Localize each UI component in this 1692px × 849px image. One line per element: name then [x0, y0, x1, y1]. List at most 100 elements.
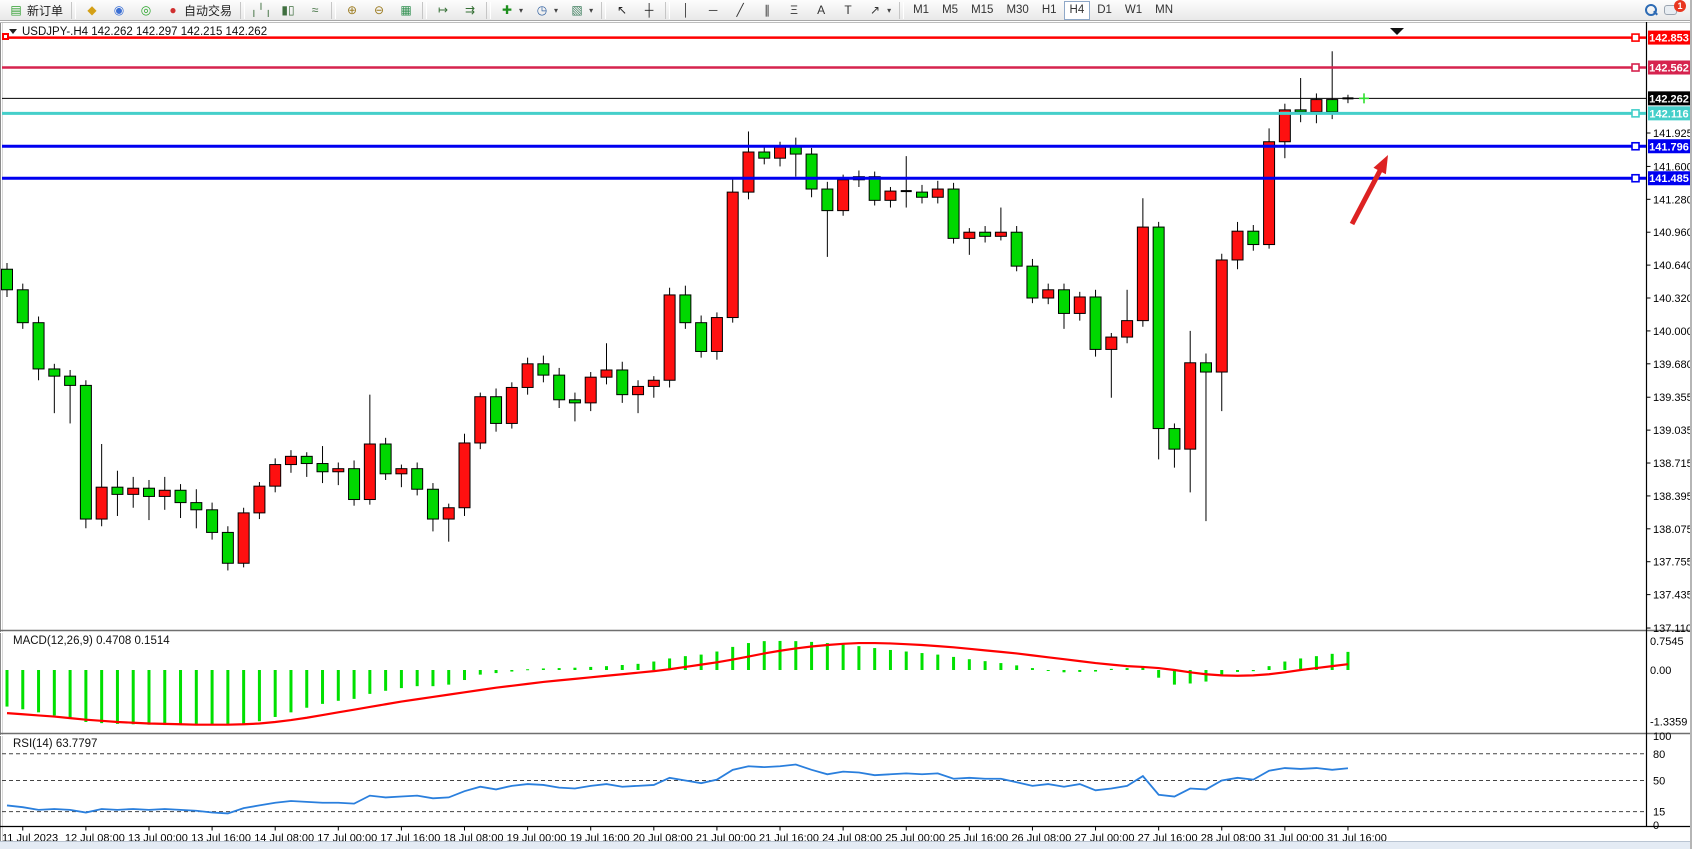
hline-left-handle[interactable] [2, 33, 9, 40]
svg-text:142.116: 142.116 [1649, 108, 1688, 120]
line-chart-icon[interactable]: ≈ [302, 1, 328, 20]
candlestick-chart-icon[interactable]: ▮▯ [275, 1, 301, 20]
svg-text:17 Jul 16:00: 17 Jul 16:00 [380, 833, 440, 842]
indicators-icon: ✚ [502, 3, 513, 17]
text-icon[interactable]: A [808, 1, 834, 20]
zoom-in-icon: ⊕ [347, 3, 358, 17]
chevron-down-icon[interactable]: ▾ [554, 5, 559, 15]
notifications-button[interactable]: 1 [1664, 0, 1686, 18]
timeframe-m5[interactable]: M5 [936, 1, 964, 20]
equidistant-channel-icon[interactable]: ∥ [754, 1, 780, 20]
cursor-icon[interactable]: ↖ [609, 1, 635, 20]
timeframe-h1[interactable]: H1 [1036, 1, 1063, 20]
autotrading-button[interactable]: ● 自动交易 [160, 1, 237, 20]
strategy-tester-icon[interactable]: ◉ [106, 1, 132, 20]
timeframe-h4[interactable]: H4 [1063, 0, 1091, 20]
svg-text:31 Jul 00:00: 31 Jul 00:00 [1264, 833, 1324, 842]
periods-icon: ◷ [536, 3, 548, 17]
zoom-in-icon[interactable]: ⊕ [339, 1, 365, 20]
timeframe-m1[interactable]: M1 [907, 1, 935, 20]
tile-windows-icon[interactable]: ▦ [393, 1, 419, 20]
svg-text:26 Jul 08:00: 26 Jul 08:00 [1011, 833, 1071, 842]
strategy-tester-icon: ◉ [113, 3, 125, 17]
pane-frame [0, 22, 1690, 841]
periods-icon[interactable]: ◷ ▾ [529, 1, 563, 20]
macd-pane [5, 640, 1350, 726]
notification-badge: 1 [1674, 0, 1686, 12]
svg-text:11 Jul 2023: 11 Jul 2023 [2, 833, 58, 842]
arrows-tool-icon[interactable]: ↗ ▾ [862, 1, 896, 20]
svg-text:142.262: 142.262 [1649, 93, 1689, 105]
templates-icon: ▧ [571, 3, 583, 17]
crosshair-icon[interactable]: ┼ [636, 1, 662, 20]
svg-text:100: 100 [1653, 731, 1671, 743]
chevron-down-icon[interactable]: ▾ [589, 5, 594, 15]
timeframe-mn[interactable]: MN [1149, 1, 1179, 20]
red-arrow [1349, 161, 1387, 226]
fibonacci-icon[interactable]: Ξ [781, 1, 807, 20]
rsi-indicator-label: RSI(14) 63.7797 [13, 738, 98, 750]
svg-text:21 Jul 16:00: 21 Jul 16:00 [759, 833, 819, 842]
status-bar [0, 841, 1690, 849]
new-order-icon: ▤ [10, 3, 22, 17]
rsi-pane [6, 763, 1349, 815]
macd-axis: 0.7545 0.00 -1.3359 [1650, 636, 1687, 728]
svg-text:141.796: 141.796 [1649, 141, 1689, 153]
signals-icon[interactable]: ◎ [133, 1, 159, 20]
line-chart-icon: ≈ [311, 3, 319, 17]
svg-text:0.00: 0.00 [1650, 665, 1671, 677]
candlestick-chart-icon: ▮▯ [281, 3, 295, 17]
search-button[interactable] [1639, 1, 1663, 20]
svg-text:141.925: 141.925 [1653, 128, 1692, 140]
hline-objects: 142.853 142.562 142.116 141.796 141.485 142.2… [2, 30, 1690, 186]
auto-scroll-icon[interactable]: ↦ [430, 1, 456, 20]
svg-text:17 Jul 00:00: 17 Jul 00:00 [317, 833, 377, 842]
timeframe-d1[interactable]: D1 [1091, 1, 1118, 20]
svg-text:13 Jul 00:00: 13 Jul 00:00 [128, 833, 188, 842]
rsi-levels: 100 80 50 150 [2, 731, 1671, 832]
svg-text:142.562: 142.562 [1649, 63, 1689, 75]
svg-text:138.395: 138.395 [1653, 491, 1692, 503]
chevron-down-icon[interactable]: ▾ [887, 5, 892, 15]
svg-text:139.355: 139.355 [1653, 392, 1692, 404]
metaeditor-icon[interactable]: ◆ [79, 1, 105, 20]
chart-canvas[interactable]: 141.925 141.600 141.280 140.960 140.640 140.3… [0, 22, 1692, 845]
timeframe-m15[interactable]: M15 [965, 1, 999, 20]
chart-title: USDJPY-.H4 142.262 142.297 142.215 142.2… [22, 26, 268, 38]
toolbar: ▤ 新订单 ◆ ◉ ◎ ● 自动交易 ╷╵╷ ▮▯ ≈ ⊕ ⊖ ▦ ↦ ⇉ ✚ ▾ ◷ ▾ ▧ ▾ ↖ ┼ │ ─ ╱ ∥ Ξ A T ↗ ▾… [0, 0, 1690, 21]
timeframe-w1[interactable]: W1 [1119, 1, 1148, 20]
svg-text:27 Jul 00:00: 27 Jul 00:00 [1075, 833, 1135, 842]
svg-text:140.000: 140.000 [1653, 326, 1692, 338]
new-order-button[interactable]: ▤ 新订单 [3, 1, 68, 20]
tile-windows-icon: ▦ [400, 3, 412, 17]
svg-text:140.960: 140.960 [1653, 227, 1692, 239]
timeframe-m30[interactable]: M30 [1000, 1, 1034, 20]
zoom-out-icon[interactable]: ⊖ [366, 1, 392, 20]
candles [1, 51, 1354, 571]
bar-chart-icon[interactable]: ╷╵╷ [248, 1, 274, 20]
svg-text:139.035: 139.035 [1653, 425, 1692, 437]
chart-menu-icon[interactable] [9, 29, 17, 34]
new-order-button-label: 新订单 [27, 3, 64, 18]
svg-text:0: 0 [1653, 820, 1659, 832]
indicators-icon[interactable]: ✚ ▾ [494, 1, 528, 20]
chart-shift-icon: ⇉ [465, 3, 476, 17]
trendline-icon[interactable]: ╱ [727, 1, 753, 20]
svg-text:141.280: 141.280 [1653, 194, 1692, 206]
templates-icon[interactable]: ▧ ▾ [564, 1, 598, 20]
text-label-icon[interactable]: T [835, 1, 861, 20]
vertical-line-icon: │ [682, 3, 690, 17]
svg-text:24 Jul 08:00: 24 Jul 08:00 [822, 833, 882, 842]
horizontal-line-icon[interactable]: ─ [700, 1, 726, 20]
svg-text:80: 80 [1653, 749, 1665, 761]
vertical-line-icon[interactable]: │ [673, 1, 699, 20]
chart-shift-icon[interactable]: ⇉ [457, 1, 483, 20]
annotations [1349, 28, 1404, 226]
chevron-down-icon[interactable]: ▾ [519, 5, 524, 15]
svg-text:19 Jul 00:00: 19 Jul 00:00 [507, 833, 567, 842]
text-icon: A [817, 3, 826, 17]
svg-text:138.715: 138.715 [1653, 458, 1692, 470]
horizontal-line-icon: ─ [708, 3, 718, 17]
svg-text:137.755: 137.755 [1653, 557, 1692, 569]
